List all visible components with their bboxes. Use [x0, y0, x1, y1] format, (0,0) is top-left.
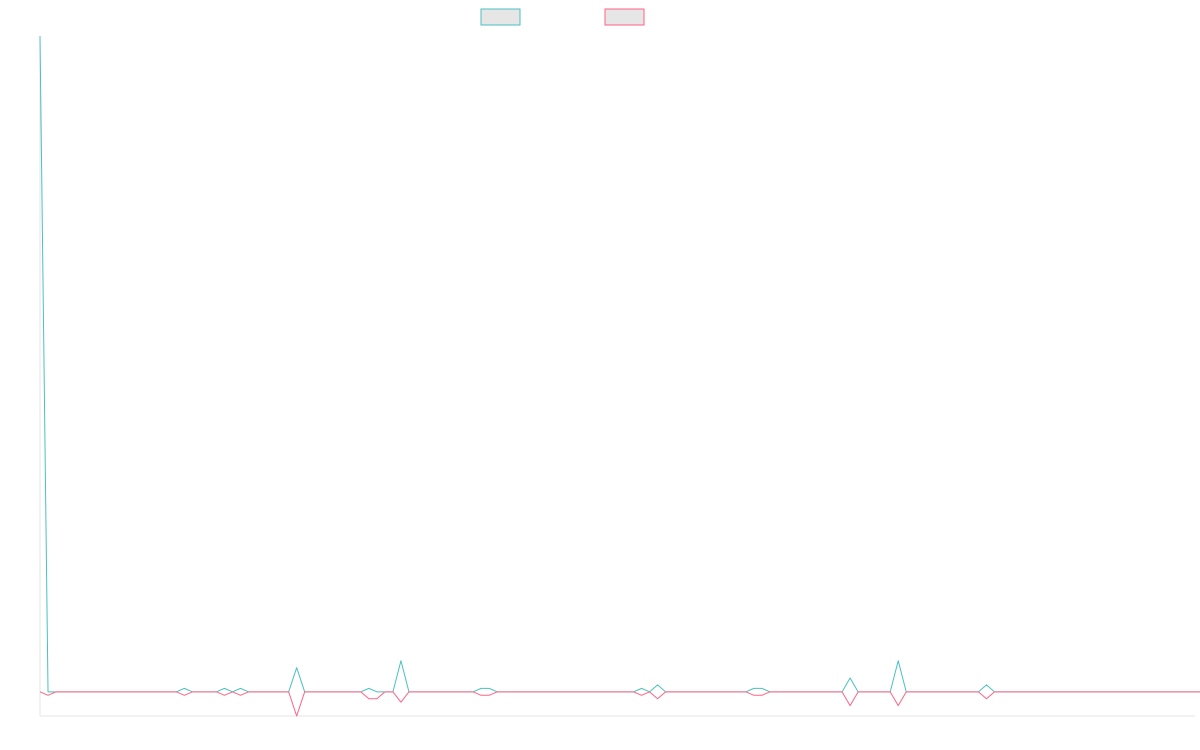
legend-swatch-2[interactable]: [604, 8, 645, 26]
axes: [39, 36, 1195, 717]
series-line-1: [39, 35, 1200, 693]
series-line-2: [39, 691, 1200, 717]
series-layer: [39, 35, 1200, 717]
legend-swatch-1[interactable]: [480, 8, 521, 26]
legend: [480, 8, 645, 26]
